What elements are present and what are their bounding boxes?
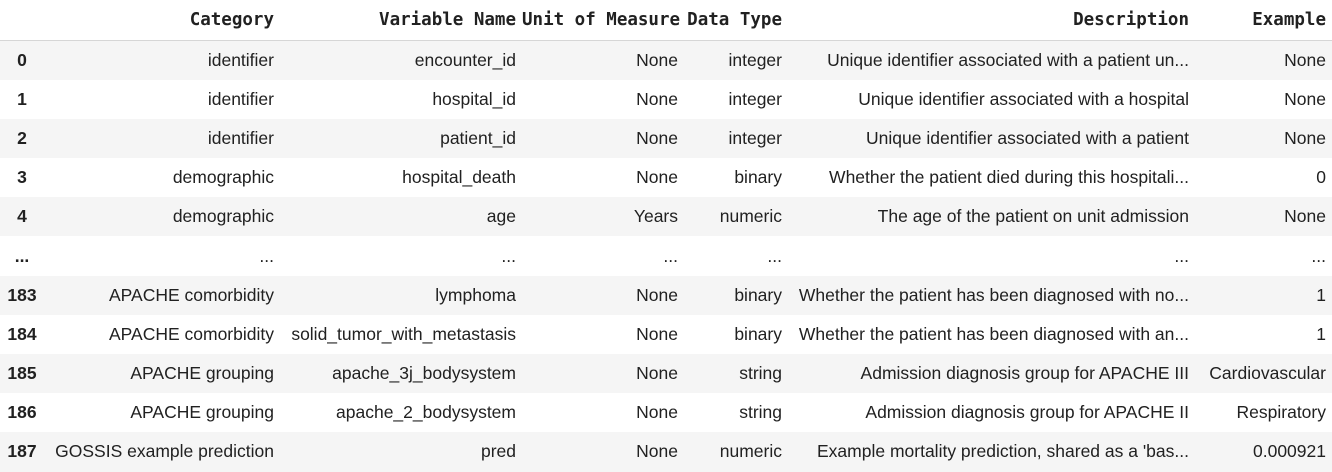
row-index: 3 — [17, 167, 27, 188]
data-type-cell: integer — [728, 127, 782, 148]
header-row: Category Variable Name Unit of Measure D… — [0, 0, 1332, 41]
data-type-cell: integer — [728, 88, 782, 109]
data-type-cell: binary — [734, 167, 782, 188]
variable-name-cell: hospital_death — [402, 167, 516, 188]
column-header-category: Category — [44, 0, 280, 41]
variable-name-cell: ... — [501, 245, 516, 266]
description-cell: ... — [1174, 245, 1189, 266]
description-cell: The age of the patient on unit admission — [877, 206, 1189, 227]
unit-cell: None — [636, 323, 678, 344]
unit-cell: None — [636, 127, 678, 148]
row-index: 183 — [7, 284, 37, 305]
row-index: 186 — [7, 402, 37, 423]
example-cell: None — [1284, 127, 1326, 148]
category-cell: identifier — [207, 49, 274, 70]
data-type-cell: numeric — [719, 206, 782, 227]
example-cell: None — [1284, 206, 1326, 227]
example-cell: None — [1284, 49, 1326, 70]
description-cell: Admission diagnosis group for APACHE III — [860, 363, 1189, 384]
category-cell: APACHE grouping — [130, 402, 274, 423]
column-header-data-type: Data Type — [684, 0, 788, 41]
category-cell: demographic — [172, 167, 274, 188]
example-cell: None — [1284, 88, 1326, 109]
description-cell: Whether the patient has been diagnosed w… — [798, 323, 1189, 344]
unit-cell: None — [636, 402, 678, 423]
data-type-cell: string — [739, 402, 782, 423]
data-type-cell: integer — [728, 49, 782, 70]
variable-name-cell: solid_tumor_with_metastasis — [291, 323, 516, 344]
column-header-variable-name: Variable Name — [280, 0, 522, 41]
variable-name-cell: apache_3j_bodysystem — [332, 363, 516, 384]
row-index: 187 — [7, 441, 37, 462]
example-cell: Respiratory — [1236, 402, 1326, 423]
table-row: 185 APACHE grouping apache_3j_bodysystem No… — [0, 354, 1332, 394]
row-index: 185 — [7, 363, 37, 384]
row-index: 184 — [7, 323, 37, 344]
variable-name-cell: pred — [480, 441, 516, 462]
unit-cell: None — [636, 441, 678, 462]
variable-name-cell: apache_2_bodysystem — [336, 402, 516, 423]
table-row: 187 GOSSIS example prediction pred None nume… — [0, 432, 1332, 472]
variable-name-cell: lymphoma — [435, 284, 516, 305]
category-cell: APACHE grouping — [130, 363, 274, 384]
column-header-unit-of-measure: Unit of Measure — [522, 0, 684, 41]
variable-name-cell: hospital_id — [432, 88, 516, 109]
description-cell: Unique identifier associated with a hosp… — [858, 88, 1189, 109]
category-cell: ... — [259, 245, 274, 266]
category-cell: demographic — [172, 206, 274, 227]
unit-cell: None — [636, 167, 678, 188]
description-cell: Whether the patient died during this hos… — [829, 167, 1189, 188]
row-index: 0 — [17, 49, 27, 70]
table-row: 184 APACHE comorbidity solid_tumor_with_me… — [0, 315, 1332, 354]
table-row: 186 APACHE grouping apache_2_bodysystem Non… — [0, 393, 1332, 432]
row-index: 2 — [17, 127, 27, 148]
description-cell: Admission diagnosis group for APACHE II — [865, 402, 1189, 423]
description-cell: Example mortality prediction, shared as … — [817, 441, 1189, 462]
table-row: 0 identifier encounter_id None integer Unique… — [0, 40, 1332, 80]
unit-cell: None — [636, 363, 678, 384]
variable-name-cell: encounter_id — [414, 49, 516, 70]
table-row: 183 APACHE comorbidity lymphoma None binary W… — [0, 275, 1332, 315]
column-header-example: Example — [1195, 0, 1332, 41]
data-type-cell: binary — [734, 323, 782, 344]
example-cell: 1 — [1316, 323, 1326, 344]
variable-name-cell: patient_id — [440, 127, 516, 148]
table-row: 4 demographic age Years numeric The age of th… — [0, 197, 1332, 237]
row-index: ... — [14, 245, 30, 266]
example-cell: 0 — [1316, 167, 1326, 188]
description-cell: Unique identifier associated with a pati… — [866, 127, 1189, 148]
index-header — [0, 0, 44, 41]
unit-cell: None — [636, 49, 678, 70]
unit-cell: None — [636, 284, 678, 305]
category-cell: identifier — [207, 127, 274, 148]
category-cell: GOSSIS example prediction — [55, 441, 274, 462]
table-row: 3 demographic hospital_death None binary Whet… — [0, 158, 1332, 197]
data-type-cell: numeric — [719, 441, 782, 462]
table-row: 2 identifier patient_id None integer Unique i… — [0, 118, 1332, 159]
category-cell: APACHE comorbidity — [108, 284, 274, 305]
data-type-cell: string — [739, 363, 782, 384]
example-cell: ... — [1311, 245, 1326, 266]
unit-cell: Years — [633, 206, 678, 227]
unit-cell: None — [636, 88, 678, 109]
variable-name-cell: age — [486, 206, 516, 227]
description-cell: Whether the patient has been diagnosed w… — [798, 284, 1189, 305]
table-row: ..................... — [0, 236, 1332, 275]
data-type-cell: ... — [767, 245, 782, 266]
category-cell: identifier — [207, 88, 274, 109]
row-index: 1 — [17, 88, 27, 109]
table-body: 0 identifier encounter_id None integer Unique… — [0, 40, 1332, 472]
category-cell: APACHE comorbidity — [108, 323, 274, 344]
data-type-cell: binary — [734, 284, 782, 305]
row-index: 4 — [17, 206, 27, 227]
column-header-description: Description — [788, 0, 1195, 41]
example-cell: Cardiovascular — [1209, 363, 1326, 384]
description-cell: Unique identifier associated with a pati… — [827, 49, 1189, 70]
example-cell: 1 — [1316, 284, 1326, 305]
table-header: Category Variable Name Unit of Measure D… — [0, 0, 1332, 41]
example-cell: 0.000921 — [1253, 441, 1326, 462]
unit-cell: ... — [663, 245, 678, 266]
table-row: 1 identifier hospital_id None integer Unique … — [0, 80, 1332, 119]
